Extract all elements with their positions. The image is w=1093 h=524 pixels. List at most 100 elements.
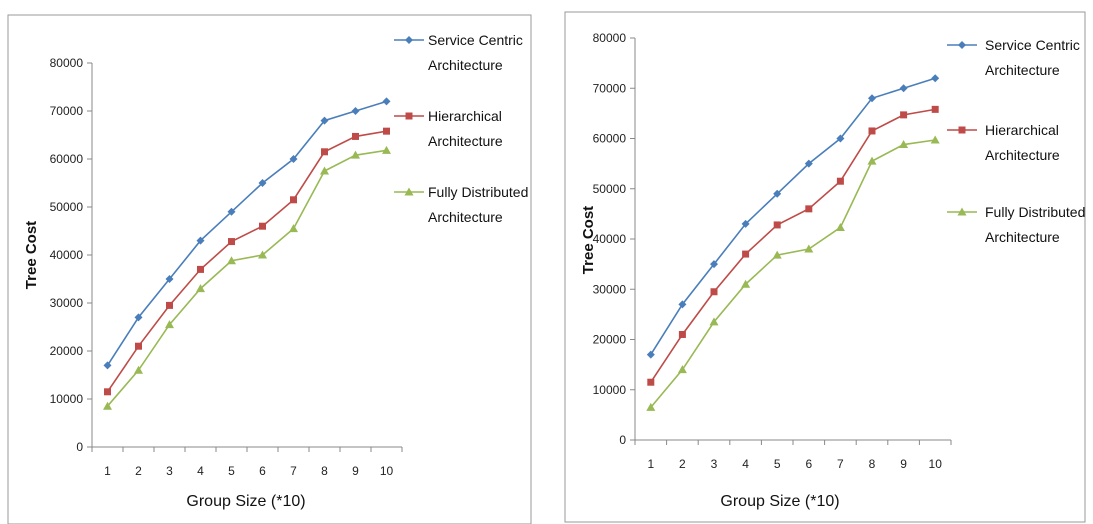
legend-marker [405, 36, 413, 44]
data-point [709, 317, 719, 326]
chart-panel-right: 0 10000 20000 30000 40000 50000 60000 70000 8000… [553, 0, 1093, 524]
legend-label: Hierarchical [428, 108, 502, 124]
data-point [931, 105, 939, 113]
chart-frame [564, 11, 1086, 523]
data-point [103, 361, 112, 370]
data-point [197, 265, 204, 273]
data-point [352, 132, 359, 140]
x-tick-label: 1 [647, 457, 654, 471]
data-point [931, 74, 940, 83]
data-point [103, 401, 112, 410]
data-point [804, 244, 814, 253]
legend-marker [405, 112, 413, 120]
legend-label: Architecture [428, 57, 503, 73]
line-chart-left: 0 10000 20000 30000 40000 50000 60000 70000 8000… [7, 14, 532, 524]
x-axis-title: Group Size (*10) [720, 493, 839, 510]
x-tick-label: 3 [166, 464, 173, 478]
data-point [646, 402, 656, 411]
data-point [930, 135, 940, 144]
y-tick-label: 0 [619, 433, 626, 447]
data-point [259, 222, 266, 230]
data-point [804, 159, 813, 168]
data-point [351, 150, 360, 159]
x-tick-label: 1 [104, 464, 111, 478]
series-line [650, 77, 936, 356]
data-point [835, 222, 845, 231]
x-tick-label: 5 [774, 457, 781, 471]
data-point [134, 313, 143, 322]
legend-label: Architecture [428, 209, 503, 225]
data-point [258, 250, 267, 259]
data-point [899, 84, 908, 93]
x-tick-label: 3 [711, 457, 718, 471]
data-point [677, 365, 687, 374]
data-point [710, 288, 718, 296]
data-point [320, 116, 329, 125]
legend-marker [958, 126, 966, 134]
y-tick-label: 70000 [50, 104, 84, 118]
legend-marker [957, 207, 967, 216]
data-point [836, 177, 844, 185]
x-tick-label: 2 [135, 464, 142, 478]
x-tick-label: 4 [197, 464, 204, 478]
x-tick-label: 10 [929, 457, 943, 471]
data-point [196, 236, 205, 245]
y-tick-label: 40000 [593, 232, 627, 246]
data-point [383, 127, 390, 135]
legend-label: Architecture [985, 147, 1060, 163]
data-point [742, 250, 750, 258]
legend-label: Hierarchical [985, 122, 1059, 138]
data-point [258, 179, 267, 187]
y-tick-label: 20000 [593, 333, 627, 347]
legend-label: Architecture [985, 229, 1060, 245]
data-point [773, 221, 781, 229]
legend-label: Service Centric [985, 37, 1080, 53]
series-line [650, 108, 936, 383]
data-point [741, 219, 750, 228]
data-point [741, 279, 751, 288]
data-point [104, 388, 111, 396]
data-point [678, 330, 686, 338]
y-tick-label: 10000 [50, 392, 84, 406]
chart-frame [7, 14, 532, 524]
data-point [899, 140, 909, 149]
y-tick-label: 50000 [50, 200, 84, 214]
y-tick-label: 20000 [50, 344, 84, 358]
legend-label: Service Centric [428, 32, 523, 48]
data-point [805, 205, 813, 213]
data-point [228, 238, 235, 246]
chart-panel-left: 0 10000 20000 30000 40000 50000 60000 70000 8000… [0, 0, 540, 524]
legend-label: Fully Distributed [985, 204, 1085, 220]
data-point [289, 155, 298, 163]
legend-marker [958, 41, 966, 49]
y-tick-label: 50000 [593, 182, 627, 196]
legend-label: Fully Distributed [428, 184, 528, 200]
y-axis-title: Tree Cost [580, 206, 597, 274]
y-tick-label: 10000 [593, 383, 627, 397]
y-tick-label: 60000 [593, 132, 627, 146]
x-axis-title: Group Size (*10) [186, 493, 305, 510]
x-tick-label: 5 [228, 464, 235, 478]
data-point [647, 378, 655, 386]
legend-label: Architecture [985, 62, 1060, 78]
x-tick-label: 4 [742, 457, 749, 471]
data-point [900, 111, 908, 119]
data-point [773, 189, 782, 198]
data-point [290, 196, 297, 204]
data-point [382, 145, 391, 154]
data-point [382, 97, 391, 106]
data-point [868, 127, 876, 135]
data-point [134, 365, 143, 374]
data-point [836, 134, 845, 143]
x-tick-label: 7 [837, 457, 844, 471]
y-tick-label: 80000 [593, 31, 627, 45]
y-tick-label: 80000 [50, 56, 84, 70]
x-tick-label: 6 [259, 464, 266, 478]
x-tick-label: 2 [679, 457, 686, 471]
x-tick-label: 8 [869, 457, 876, 471]
data-point [289, 224, 298, 233]
data-point [710, 260, 718, 269]
y-tick-label: 30000 [593, 282, 627, 296]
y-tick-label: 40000 [50, 248, 84, 262]
x-tick-label: 9 [352, 464, 359, 478]
